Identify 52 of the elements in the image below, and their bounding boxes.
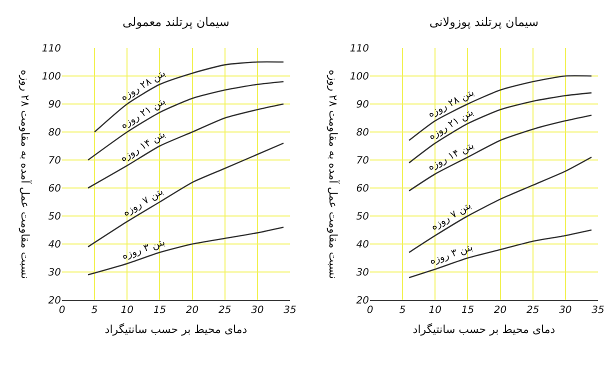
text: بتن ۳ روزه [428,242,474,267]
y-tick-label: 50 [48,212,61,222]
x-tick-label: 30 [559,305,572,316]
x-axis-title: دمای محیط بر حسب سانتیگراد [412,323,556,336]
y-tick-label: 60 [48,184,61,194]
y-tick-label: 90 [48,100,61,110]
text: بتن ۱۴ روزه [426,140,476,174]
y-tick-label: 30 [48,268,61,278]
y-tick-label: 20 [48,296,61,306]
y-axis-title: نسبت مقاومت عمل آمده به مقاومت ۲۸ روزه [18,70,32,279]
x-tick-label: 0 [366,305,374,316]
chart-title: سیمان پرتلند معمولی [122,15,230,30]
y-axis-title: نسبت مقاومت عمل آمده به مقاومت ۲۸ روزه [326,70,340,279]
y-tick-label: 90 [356,100,369,110]
x-tick-label: 30 [251,305,264,316]
y-tick-label: 50 [356,212,369,222]
x-axis-title: دمای محیط بر حسب سانتیگراد [104,323,248,336]
chart-title: سیمان پرتلند پوزولانی [429,15,539,30]
x-tick-label: 0 [58,305,66,316]
y-tick-label: 20 [356,296,369,306]
x-tick-label: 20 [494,305,507,316]
x-tick-label: 10 [428,305,442,316]
x-tick-label: 35 [592,305,604,316]
text: بتن ۷ روزه [121,186,166,219]
text: بتن ۱۴ روزه [118,129,168,164]
line-series [94,61,284,133]
y-tick-label: 70 [48,156,61,166]
x-tick-label: 35 [284,305,296,316]
y-tick-label: 70 [356,156,369,166]
x-tick-label: 25 [526,305,540,316]
y-tick-label: 40 [356,240,369,250]
x-tick-label: 5 [399,305,406,316]
x-tick-label: 20 [186,305,199,316]
x-tick-label: 10 [120,305,134,316]
line-series [408,229,592,278]
y-tick-label: 110 [42,44,61,54]
text: بتن ۷ روزه [429,200,474,233]
x-tick-label: 5 [91,305,98,316]
y-tick-label: 60 [356,184,369,194]
line-series [87,226,284,276]
y-tick-label: 100 [350,72,369,82]
x-tick-label: 15 [461,305,474,316]
y-tick-label: 30 [356,268,369,278]
text: بتن ۳ روزه [120,236,167,262]
x-tick-label: 25 [218,305,232,316]
y-tick-label: 40 [48,240,61,250]
y-tick-label: 80 [356,128,369,138]
line-series [408,75,592,142]
x-tick-label: 15 [153,305,166,316]
y-tick-label: 100 [42,72,61,82]
y-tick-label: 80 [48,128,61,138]
y-tick-label: 110 [350,44,369,54]
